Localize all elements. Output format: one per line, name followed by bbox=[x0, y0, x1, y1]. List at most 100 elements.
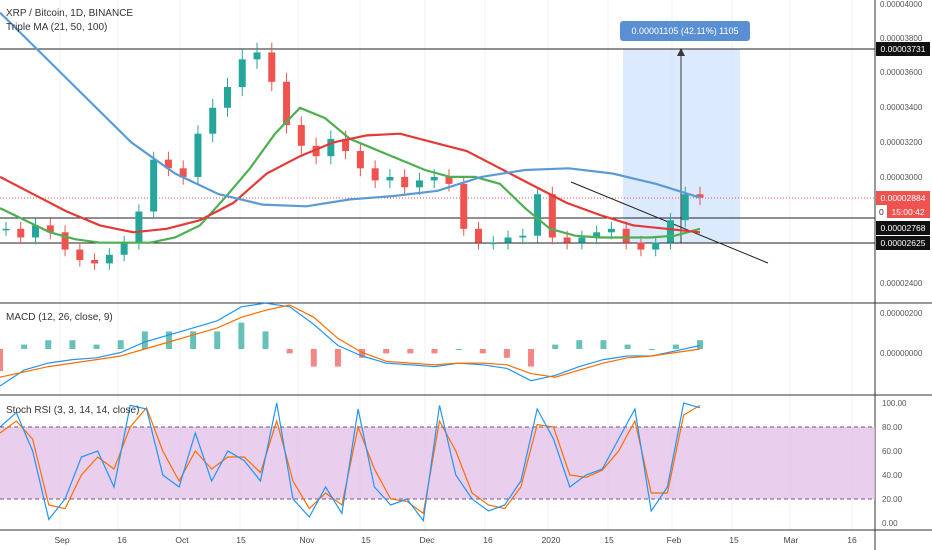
time-axis[interactable]: Sep 16 Oct 15 Nov 15 Dec 16 2020 15 Feb 15 Mar 16 bbox=[54, 535, 857, 545]
price-tick-label: 0.00003000 bbox=[880, 173, 923, 182]
time-tick-label: 15 bbox=[236, 535, 246, 545]
macd-histogram-bar bbox=[0, 349, 3, 371]
stoch-band bbox=[0, 427, 875, 499]
stoch-title: Stoch RSI (3, 3, 14, 14, close) bbox=[6, 405, 139, 416]
macd-histogram-bar bbox=[359, 349, 366, 358]
candle-body bbox=[253, 52, 261, 60]
macd-histogram-bar bbox=[479, 349, 486, 354]
candle-body bbox=[283, 81, 291, 126]
candle-body bbox=[445, 176, 453, 184]
stoch-k-line bbox=[0, 402, 701, 523]
candle-body bbox=[652, 242, 660, 250]
candle-body bbox=[76, 249, 84, 260]
candle-body bbox=[312, 145, 320, 157]
time-tick-label: 16 bbox=[847, 535, 857, 545]
macd-histogram-bar bbox=[214, 331, 221, 349]
measure-arrowhead bbox=[677, 48, 685, 56]
ma100-line bbox=[0, 11, 701, 208]
candle-body bbox=[593, 232, 601, 238]
candle-body bbox=[2, 228, 10, 231]
candle-body bbox=[430, 176, 438, 181]
macd-histogram-bar bbox=[576, 340, 583, 349]
signal-line bbox=[0, 304, 701, 378]
candle-body bbox=[342, 138, 350, 151]
macd-histogram-bar bbox=[552, 344, 559, 349]
time-tick-label: Nov bbox=[299, 535, 315, 545]
macd-title: MACD (12, 26, close, 9) bbox=[6, 312, 113, 323]
stoch-pane bbox=[0, 402, 701, 523]
time-tick-label: 16 bbox=[117, 535, 127, 545]
candle-body bbox=[534, 194, 542, 236]
time-tick-label: Feb bbox=[667, 535, 682, 545]
candle-body bbox=[32, 225, 40, 238]
macd-histogram-bar bbox=[165, 331, 172, 349]
candle-body bbox=[297, 125, 305, 146]
measure-tag-text: 0.00001105 (42.11%) 1105 bbox=[631, 26, 738, 36]
stoch-tick-label: 0.00 bbox=[882, 519, 898, 528]
price-tag-support-1 bbox=[876, 221, 930, 235]
candle-body bbox=[105, 254, 113, 264]
macd-histogram-bar bbox=[21, 344, 28, 349]
measure-tag[interactable] bbox=[620, 21, 750, 41]
countdown-tag-text: 15:00:42 bbox=[891, 207, 924, 217]
candle-body bbox=[504, 237, 512, 243]
macd-histogram-bar bbox=[431, 349, 438, 354]
candle-body bbox=[209, 107, 217, 134]
time-tick-label: Dec bbox=[419, 535, 435, 545]
macd-histogram-bar bbox=[697, 340, 703, 349]
price-axis[interactable]: 0.00004000 0.00003800 0.00003600 0.00003400… bbox=[880, 0, 923, 528]
time-tick-label: Oct bbox=[175, 535, 189, 545]
candle-body bbox=[696, 194, 704, 198]
ma50-line bbox=[0, 132, 701, 234]
candle-body bbox=[120, 242, 128, 255]
time-tick-label: 15 bbox=[361, 535, 371, 545]
macd-pane bbox=[0, 302, 703, 387]
candle-body bbox=[666, 220, 674, 243]
time-tick-label: Mar bbox=[784, 535, 799, 545]
candle-body bbox=[46, 225, 54, 233]
stoch-tick-label: 80.00 bbox=[882, 423, 903, 432]
price-tag-top bbox=[876, 42, 930, 56]
candle-body bbox=[622, 228, 630, 243]
candle-body bbox=[238, 59, 246, 88]
candle-body bbox=[563, 237, 571, 243]
moving-averages bbox=[0, 11, 701, 244]
macd-histogram-bar bbox=[334, 349, 341, 367]
candle-body bbox=[489, 242, 497, 245]
macd-histogram-bar bbox=[383, 349, 390, 354]
candle-body bbox=[356, 151, 364, 169]
candle-body bbox=[164, 159, 172, 169]
macd-histogram-bar bbox=[45, 340, 52, 349]
candle-body bbox=[475, 228, 483, 243]
macd-histogram-bar bbox=[238, 322, 245, 349]
price-tag-current-text: 0.00002884 bbox=[881, 193, 926, 203]
macd-histogram-bar bbox=[648, 349, 655, 350]
macd-histogram-bar bbox=[503, 349, 510, 358]
symbol-title: XRP / Bitcoin, 1D, BINANCE bbox=[6, 8, 133, 19]
candle-body bbox=[460, 183, 468, 229]
candle-body bbox=[179, 168, 187, 177]
candle-body bbox=[61, 232, 69, 250]
price-candles bbox=[2, 42, 704, 270]
time-tick-label: 15 bbox=[604, 535, 614, 545]
macd-histogram-bar bbox=[528, 349, 535, 367]
candle-body bbox=[371, 168, 379, 181]
time-tick-label: 15 bbox=[729, 535, 739, 545]
macd-histogram-bar bbox=[286, 349, 293, 354]
macd-histogram-bar bbox=[407, 349, 414, 354]
candle-body bbox=[17, 228, 25, 238]
macd-histogram-bar bbox=[624, 344, 631, 349]
candle-body bbox=[223, 87, 231, 108]
candle-body bbox=[548, 194, 556, 238]
macd-histogram-bar bbox=[262, 331, 269, 349]
ma-indicator-title: Triple MA (21, 50, 100) bbox=[6, 22, 107, 33]
price-tick-label: 0.00003600 bbox=[880, 68, 923, 77]
candle-body bbox=[578, 237, 586, 243]
candle-body bbox=[150, 159, 158, 212]
candle-body bbox=[607, 228, 615, 233]
macd-histogram-bar bbox=[69, 340, 76, 349]
macd-tick-label: 0.00000200 bbox=[880, 309, 923, 318]
price-tick-label: 0.00003400 bbox=[880, 103, 923, 112]
macd-histogram-bar bbox=[310, 349, 317, 367]
